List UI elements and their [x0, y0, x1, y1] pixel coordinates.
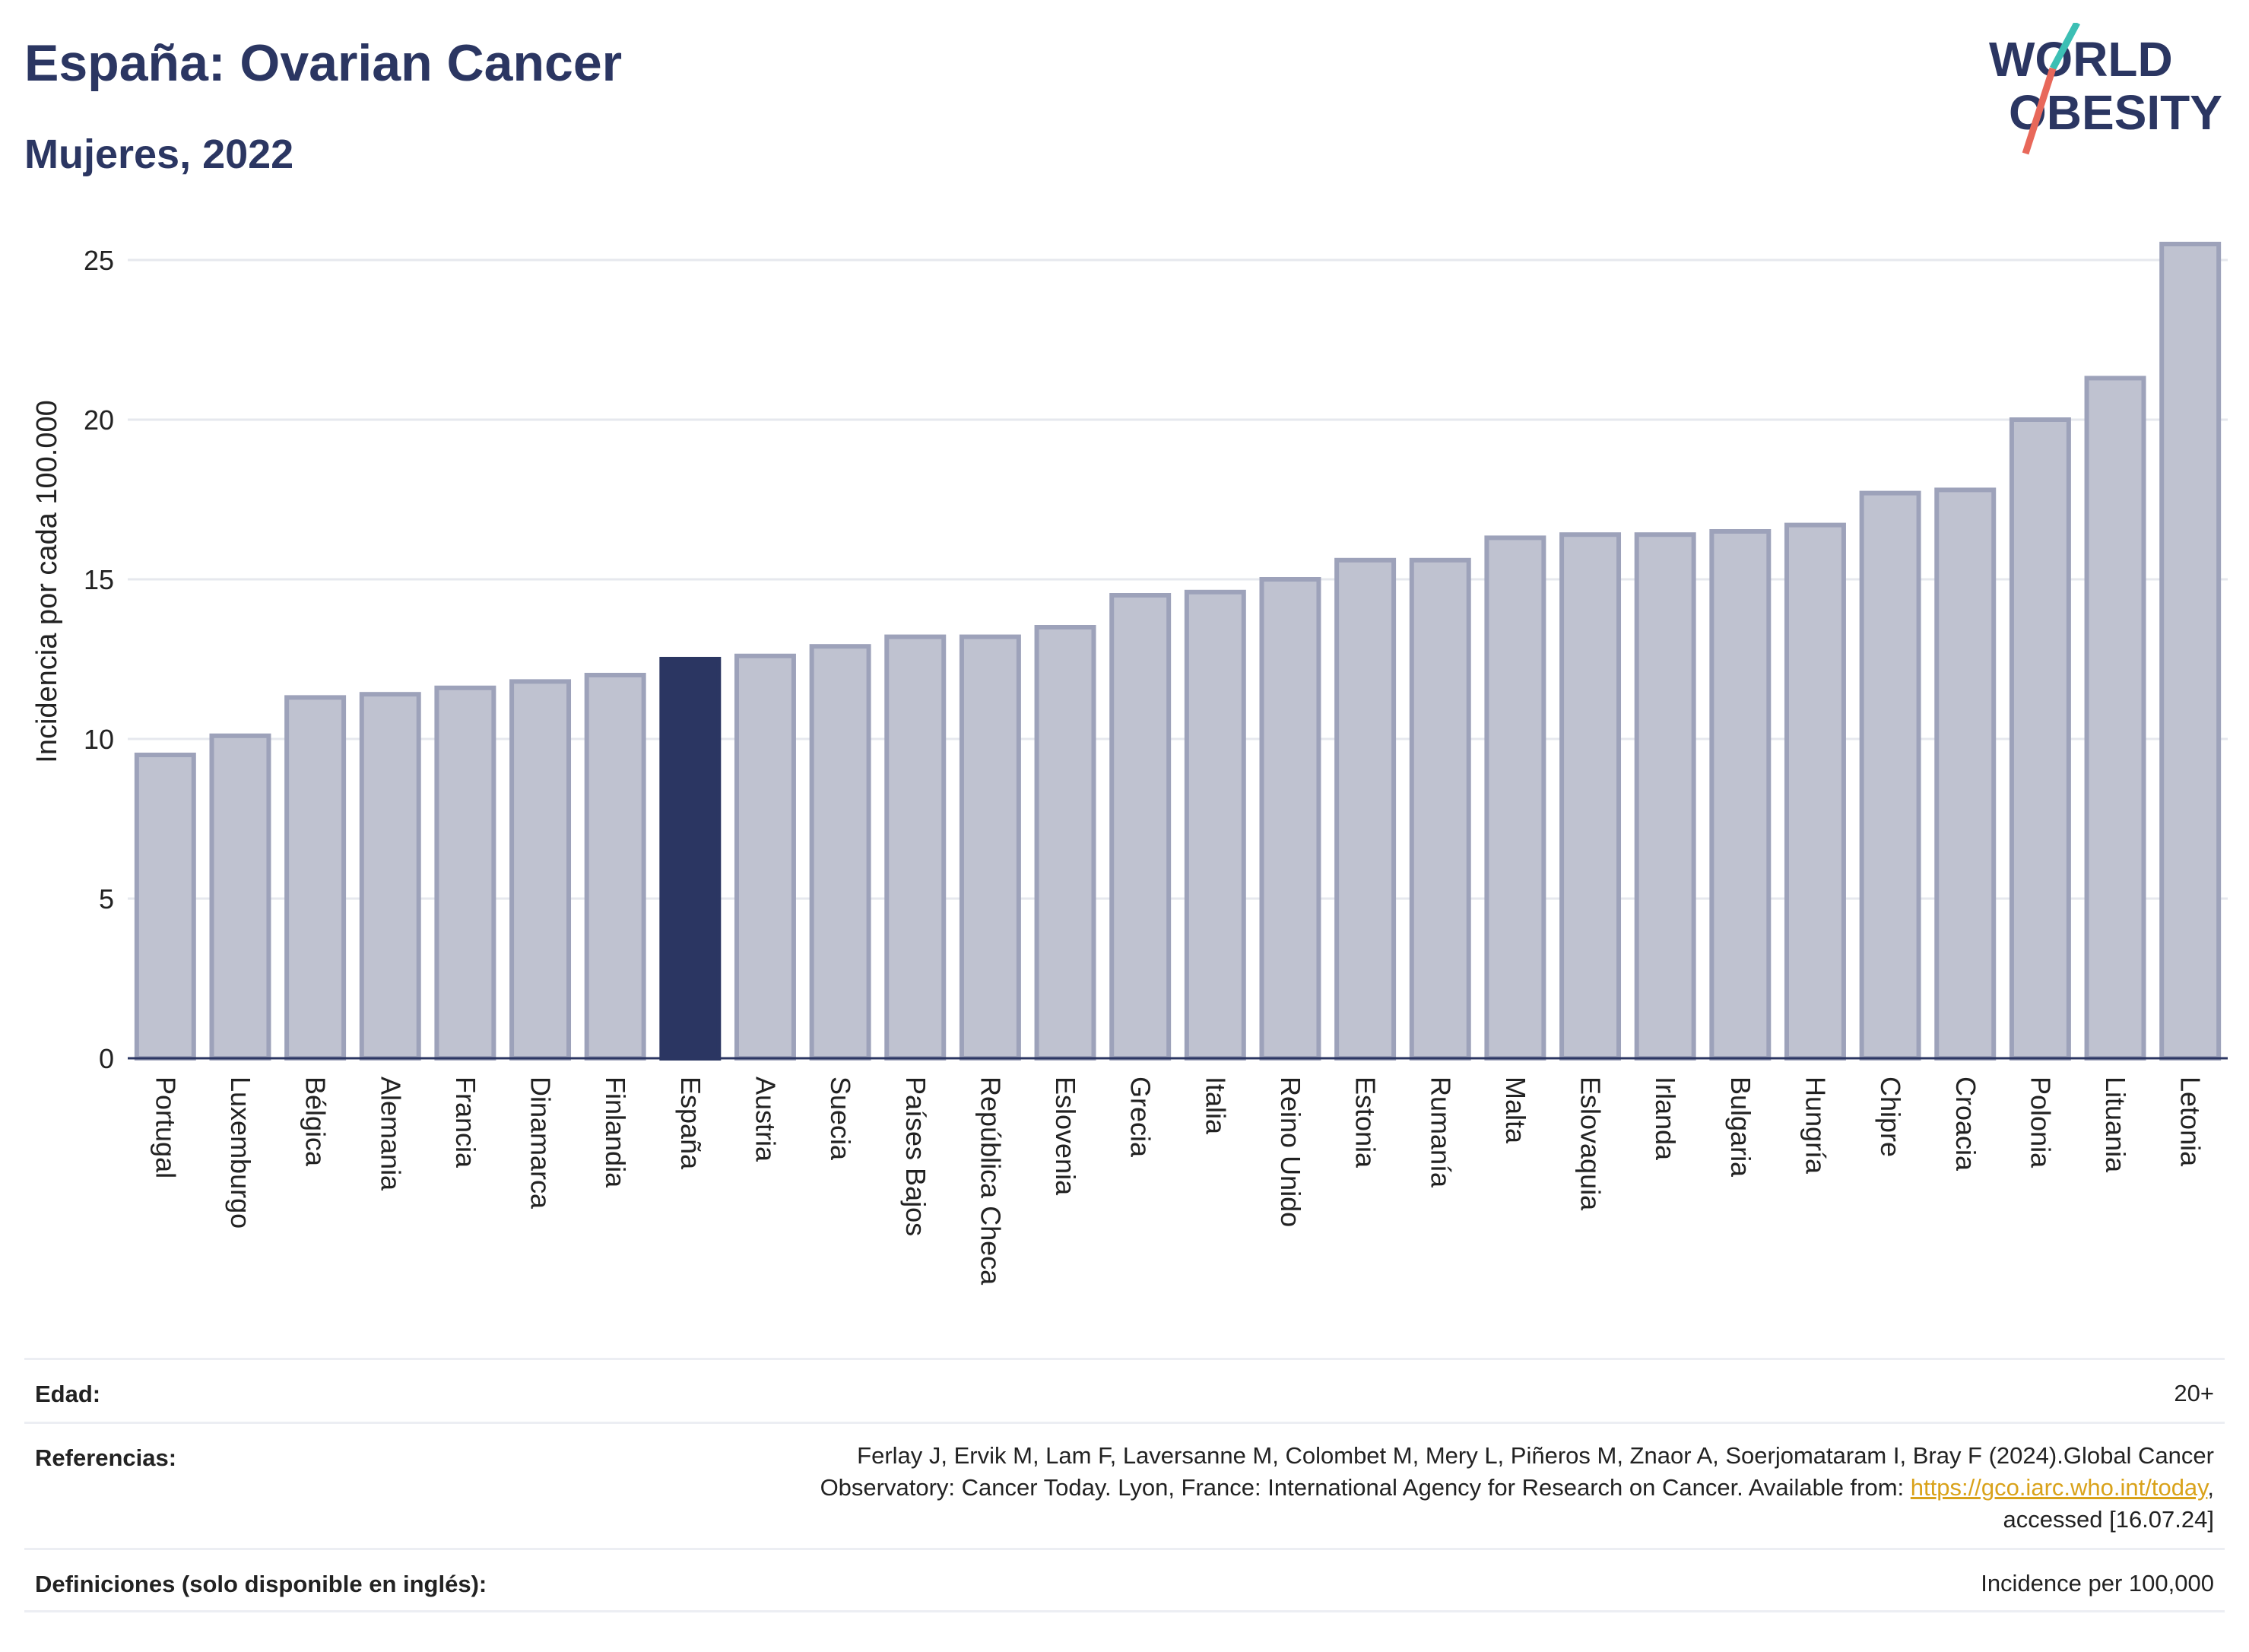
logo-slash-bottom: [2022, 67, 2057, 155]
y-tick-label: 25: [84, 245, 114, 276]
bar-rumanía: [1409, 557, 1471, 1061]
meta-divider-bottom: [24, 1610, 2225, 1612]
x-tick-label: Eslovenia: [1050, 1076, 1081, 1196]
x-tick-label: Estonia: [1350, 1076, 1381, 1168]
references-value: Ferlay J, Ervik M, Lam F, Laversanne M, …: [820, 1440, 2214, 1536]
bar-francia: [434, 685, 496, 1061]
bar-república-checa: [959, 634, 1021, 1061]
bar-finlandia: [584, 673, 646, 1061]
bar-bélgica: [284, 695, 347, 1061]
y-axis-label: Incidencia por cada 100.000: [31, 400, 63, 763]
x-tick-label: Chipre: [1875, 1076, 1906, 1157]
y-tick-label: 15: [84, 564, 114, 595]
definitions-label: Definiciones (solo disponible en inglés)…: [35, 1571, 487, 1597]
y-tick-label: 5: [99, 883, 114, 915]
x-tick-label: Eslovaquia: [1575, 1076, 1607, 1211]
bar-alemania: [359, 692, 421, 1061]
bar-eslovenia: [1034, 625, 1096, 1061]
bar-lituania: [2084, 376, 2146, 1061]
bar-portugal: [134, 753, 196, 1061]
x-tick-label: Países Bajos: [900, 1076, 931, 1236]
bar-hungría: [1784, 522, 1846, 1061]
references-label: Referencias:: [35, 1444, 177, 1471]
references-line2-suffix: ,: [2207, 1474, 2214, 1501]
bar-chart: 0 5 10 15 20 25 Portugal Luxemburgo Bélgica Alema…: [31, 242, 2228, 1286]
bar-bulgaria: [1709, 529, 1772, 1061]
age-value: 20+: [2174, 1380, 2214, 1406]
x-tick-label: Croacia: [1950, 1076, 1981, 1172]
x-tick-label: Alemania: [375, 1076, 406, 1191]
x-tick-label: Polonia: [2025, 1076, 2056, 1168]
world-obesity-logo: WORLD OBESITY: [1989, 23, 2222, 155]
y-tick-label: 0: [99, 1043, 114, 1074]
x-tick-label: Malta: [1500, 1076, 1531, 1144]
x-tick-label: Irlanda: [1650, 1076, 1681, 1161]
meta-age-row: Edad: 20+: [24, 1368, 2225, 1422]
x-tick-label: Italia: [1200, 1076, 1231, 1135]
x-tick-label: Rumanía: [1425, 1076, 1456, 1188]
bar-irlanda: [1634, 532, 1696, 1061]
x-tick-label: Portugal: [150, 1076, 181, 1178]
bar-estonia: [1334, 557, 1397, 1061]
bar-italia: [1184, 589, 1246, 1061]
references-line2-prefix: Observatory: Cancer Today. Lyon, France:…: [820, 1474, 1911, 1501]
meta-definitions-row: Definiciones (solo disponible en inglés)…: [24, 1555, 2225, 1609]
bar-croacia: [1934, 487, 1997, 1061]
x-tick-label: Luxemburgo: [225, 1076, 256, 1229]
x-tick-label: Lituania: [2100, 1076, 2131, 1173]
references-link[interactable]: https://gco.iarc.who.int/today: [1910, 1474, 2208, 1501]
meta-divider-2: [24, 1548, 2225, 1550]
meta-references-row: Referencias: Ferlay J, Ervik M, Lam F, L…: [24, 1429, 2225, 1543]
page-subtitle: Mujeres, 2022: [24, 132, 294, 177]
bar-españa: [659, 657, 722, 1061]
definitions-value: Incidence per 100,000: [1981, 1570, 2214, 1597]
x-tick-label: Bélgica: [300, 1076, 331, 1167]
x-tick-label: Finlandia: [600, 1076, 631, 1188]
logo-line1: WORLD: [1989, 32, 2173, 87]
bar-letonia: [2159, 242, 2222, 1061]
x-tick-label: Dinamarca: [525, 1076, 557, 1210]
logo-slash-top: [2050, 23, 2080, 71]
axes: 0 5 10 15 20 25 Portugal Luxemburgo Bélgica Alema…: [84, 245, 2228, 1286]
bar-grecia: [1109, 593, 1172, 1061]
bar-malta: [1484, 535, 1546, 1061]
x-tick-label: República Checa: [975, 1076, 1006, 1286]
bar-países-bajos: [884, 634, 947, 1061]
references-line2: Observatory: Cancer Today. Lyon, France:…: [820, 1472, 2214, 1504]
age-label: Edad:: [35, 1381, 101, 1407]
references-line1: Ferlay J, Ervik M, Lam F, Laversanne M, …: [857, 1442, 2214, 1469]
bar-luxemburgo: [209, 733, 271, 1061]
meta-divider-1: [24, 1422, 2225, 1424]
x-tick-label: Letonia: [2175, 1076, 2206, 1167]
y-tick-label: 10: [84, 724, 114, 755]
bar-polonia: [2009, 417, 2071, 1061]
meta-divider-top: [24, 1358, 2225, 1360]
bar-chipre: [1859, 490, 1921, 1061]
bar-austria: [734, 653, 796, 1061]
bar-eslovaquia: [1559, 532, 1622, 1061]
x-tick-label: Reino Unido: [1275, 1076, 1306, 1227]
y-tick-label: 20: [84, 404, 114, 436]
x-tick-label: Bulgaria: [1725, 1076, 1756, 1178]
x-tick-label: Suecia: [825, 1076, 856, 1161]
bar-suecia: [809, 644, 871, 1061]
x-tick-label: Grecia: [1125, 1076, 1156, 1158]
page-title: España: Ovarian Cancer: [24, 34, 623, 92]
bar-reino-unido: [1259, 577, 1321, 1061]
references-line3: accessed [16.07.24]: [2003, 1506, 2214, 1533]
x-tick-label: España: [675, 1076, 706, 1170]
x-tick-label: Hungría: [1800, 1076, 1831, 1175]
bars: [134, 242, 2222, 1061]
x-tick-label: Francia: [450, 1076, 481, 1168]
x-tick-label: Austria: [750, 1076, 781, 1162]
bar-dinamarca: [509, 679, 572, 1061]
